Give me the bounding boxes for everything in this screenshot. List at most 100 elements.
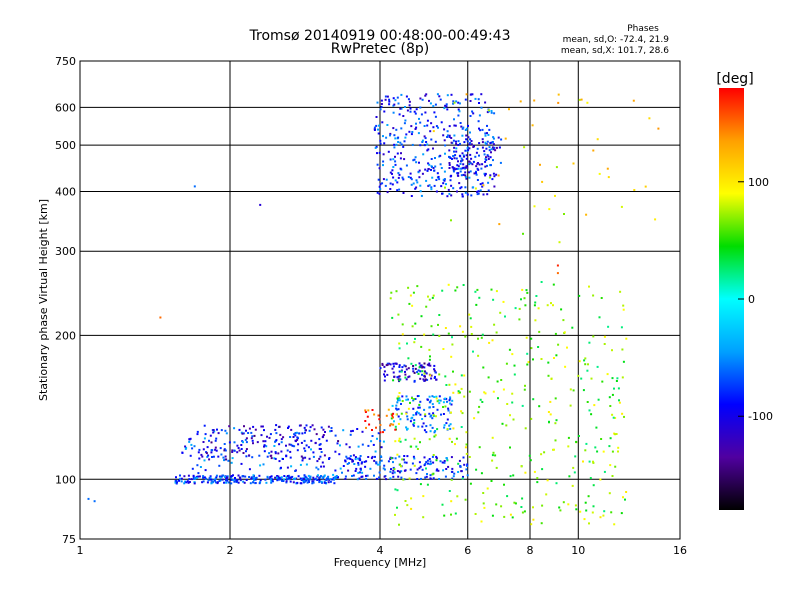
data-point xyxy=(449,427,452,430)
data-point xyxy=(400,465,402,468)
data-point xyxy=(425,305,428,308)
data-point xyxy=(432,294,435,297)
data-point xyxy=(595,426,598,429)
data-point xyxy=(294,470,297,472)
data-point xyxy=(550,377,553,380)
y-axis-label: Stationary phase Virtual Height [km] xyxy=(37,199,50,401)
data-point xyxy=(457,471,460,473)
data-point xyxy=(244,438,247,441)
data-point xyxy=(294,439,297,442)
data-point xyxy=(316,475,319,478)
data-point xyxy=(349,455,352,458)
data-point xyxy=(464,498,467,501)
data-point xyxy=(459,170,462,173)
data-point xyxy=(320,451,323,453)
data-point xyxy=(429,399,432,402)
data-point xyxy=(424,94,427,97)
data-point xyxy=(485,156,487,159)
data-point xyxy=(390,417,393,420)
data-point xyxy=(588,285,590,288)
data-point xyxy=(276,476,279,479)
data-point xyxy=(354,458,357,461)
data-point xyxy=(484,160,487,163)
data-point xyxy=(392,461,394,464)
data-point xyxy=(484,174,487,177)
data-point xyxy=(460,167,463,170)
data-point xyxy=(451,158,453,160)
data-point xyxy=(383,370,386,373)
data-point xyxy=(439,399,442,402)
data-point xyxy=(412,399,415,402)
data-point xyxy=(432,414,435,417)
data-point xyxy=(224,475,226,478)
data-point xyxy=(415,108,418,111)
data-point xyxy=(583,359,586,362)
data-point xyxy=(180,480,183,483)
data-point xyxy=(253,479,255,482)
data-point xyxy=(292,436,295,438)
data-point xyxy=(403,469,406,472)
data-point xyxy=(464,166,467,169)
data-point xyxy=(495,173,498,176)
data-point xyxy=(255,476,258,479)
data-point xyxy=(488,341,491,344)
data-point xyxy=(444,397,447,400)
data-point xyxy=(346,463,349,465)
data-point xyxy=(532,506,534,509)
data-point xyxy=(312,451,315,454)
data-point xyxy=(232,479,235,481)
data-point xyxy=(587,495,590,498)
data-point xyxy=(274,440,277,443)
data-point xyxy=(453,101,456,104)
data-point xyxy=(458,110,461,113)
data-point xyxy=(307,474,310,477)
data-point xyxy=(389,297,392,300)
data-point xyxy=(375,116,378,118)
data-point xyxy=(491,146,494,149)
data-point xyxy=(592,335,595,338)
data-point xyxy=(452,427,455,430)
data-point xyxy=(247,432,250,434)
data-point xyxy=(444,152,446,155)
data-point xyxy=(214,439,217,442)
x-tick-label: 1 xyxy=(77,544,84,557)
data-point xyxy=(398,375,401,378)
data-point xyxy=(264,440,267,443)
data-point xyxy=(493,112,496,115)
data-point xyxy=(242,452,245,454)
data-point xyxy=(615,380,618,382)
data-point xyxy=(459,162,462,165)
data-point xyxy=(363,460,366,463)
data-point xyxy=(481,185,484,188)
data-point xyxy=(451,399,454,402)
data-point xyxy=(270,450,273,453)
data-point xyxy=(430,138,433,141)
data-point xyxy=(468,313,471,316)
data-point xyxy=(614,417,617,419)
data-point xyxy=(404,119,407,122)
data-point xyxy=(476,193,479,196)
data-point xyxy=(374,455,376,458)
data-point xyxy=(410,445,413,448)
data-point xyxy=(496,380,499,383)
data-point xyxy=(185,446,188,449)
data-point xyxy=(598,172,601,175)
data-point xyxy=(443,107,446,110)
data-point xyxy=(599,516,602,519)
data-point xyxy=(398,392,401,394)
data-point xyxy=(398,113,401,116)
data-point xyxy=(483,153,486,156)
data-point xyxy=(367,409,370,412)
data-point xyxy=(532,518,535,521)
data-point xyxy=(307,446,310,449)
data-point xyxy=(416,410,419,413)
data-point xyxy=(395,290,398,293)
data-point xyxy=(511,516,514,519)
data-point xyxy=(450,137,453,139)
data-point xyxy=(446,94,449,97)
data-point xyxy=(341,471,343,474)
data-point xyxy=(490,148,493,151)
data-point xyxy=(480,472,483,475)
data-point xyxy=(418,467,421,470)
